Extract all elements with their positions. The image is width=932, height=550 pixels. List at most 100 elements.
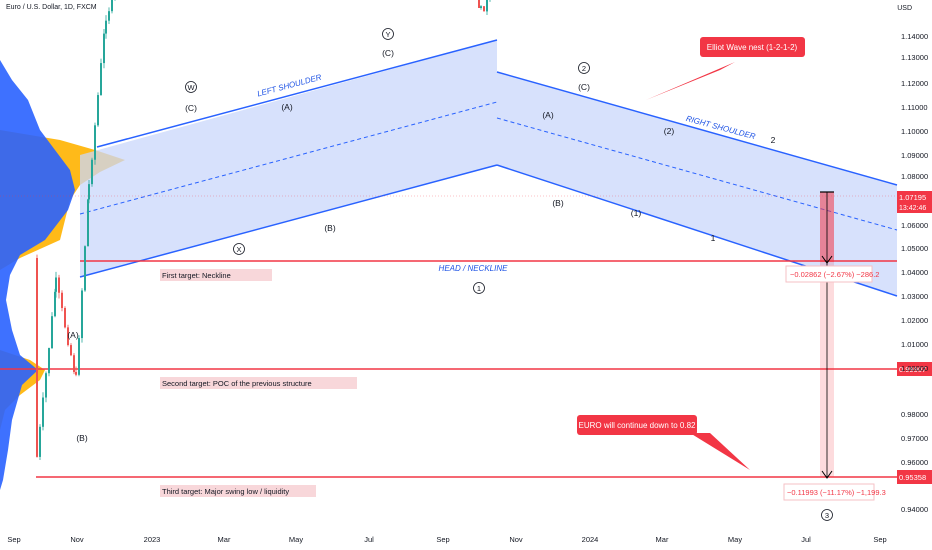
measure-label-1: −0.02862 (−2.67%) −286.2 (790, 270, 879, 279)
candle-body (78, 338, 80, 375)
target-label-bg (160, 485, 316, 497)
y-tick-label: 1.09000 (901, 151, 928, 160)
y-tick-label: 1.10000 (901, 127, 928, 136)
target-label-bg (160, 269, 272, 281)
y-tick-label: 1.02000 (901, 316, 928, 325)
candle-body (58, 277, 60, 293)
candle-body (91, 159, 93, 185)
y-tick-label: 1.13000 (901, 53, 928, 62)
y-tick-label: 1.03000 (901, 292, 928, 301)
wave-label: (C) (578, 82, 590, 92)
current-time-tag: 13:42:46 (899, 205, 926, 212)
candle-body (103, 33, 105, 64)
candle-body (105, 20, 107, 34)
target-label: First target: Neckline (162, 271, 231, 280)
wave-circle-icon (821, 509, 833, 521)
candle-body (39, 426, 41, 457)
candle-body (45, 373, 47, 398)
x-tick-label: Nov (70, 535, 84, 544)
candle-body (81, 290, 83, 339)
candle-body (67, 327, 69, 346)
measure-label-1-bg (785, 265, 873, 283)
measure-label-2-bg (783, 483, 875, 501)
x-tick-label: Sep (873, 535, 886, 544)
wave-label: (1) (631, 208, 642, 218)
x-tick-label: 2023 (144, 535, 161, 544)
wave-label-circled: X (236, 245, 241, 254)
wave-label: (B) (324, 223, 336, 233)
candle-body (75, 372, 77, 375)
candle-body (478, 0, 480, 9)
callout-2-text: EURO will continue down to 0.82 (579, 421, 697, 430)
wave-label: (2) (664, 126, 675, 136)
left-lower-line (79, 164, 498, 278)
candle-body (42, 397, 44, 427)
wave-label: (A) (281, 102, 293, 112)
shape-label: HEAD / NECKLINE (439, 264, 509, 273)
wave-label: (A) (67, 330, 79, 340)
target-label: Third target: Major swing low / liquidit… (162, 487, 289, 496)
volume-profile (0, 60, 125, 490)
x-tick-label: Mar (656, 535, 669, 544)
wave-label-circled: Y (385, 30, 390, 39)
x-tick-label: May (289, 535, 303, 544)
y-tick-label: 1.11000 (901, 103, 928, 112)
candle-body (108, 11, 110, 21)
measure-tools: −0.02862 (−2.67%) −286.2 −0.11993 (−11.17… (783, 191, 886, 501)
right-channel-fill (497, 72, 897, 296)
candle-body (87, 199, 89, 247)
wave-label-circled: 3 (825, 511, 829, 520)
y-tick-label: 0.94000 (901, 505, 928, 514)
candle-body (94, 125, 96, 160)
left-upper-line (96, 39, 498, 148)
poc-price-tag-bg (897, 362, 932, 376)
currency-label: USD (897, 5, 912, 12)
current-price-tag: 1.07195 (899, 193, 926, 202)
candle-body (64, 307, 66, 328)
time-axis: Sep Nov 2023 Mar May Jul Sep Nov 2024 Mar May Jul Se… (7, 535, 886, 544)
measure-arrow-1 (821, 255, 833, 264)
swing-low-price-tag: 0.95358 (899, 473, 926, 482)
measure-label-2: −0.11993 (−11.17%) −1,199.3 (787, 488, 886, 497)
target-label-bg (160, 377, 357, 389)
swing-low-price-tag-bg (897, 470, 932, 484)
candle-body (486, 0, 488, 12)
candle-body (36, 258, 38, 457)
y-tick-label: 1.12000 (901, 79, 928, 88)
candle-body (483, 6, 485, 12)
candle-body (88, 184, 90, 200)
target-levels: 0.99907 0.95358 1.07195 13:42:46 (0, 191, 932, 484)
callout-1-pointer (646, 62, 735, 100)
volume-profile-shape (0, 60, 75, 490)
x-tick-label: Sep (7, 535, 20, 544)
candle-body (51, 316, 53, 349)
price-axis: 1.14000 1.13000 1.12000 1.11000 1.10000 1.090… (901, 32, 928, 514)
y-tick-label: 1.01000 (901, 340, 928, 349)
wave-label: (C) (185, 103, 197, 113)
wave-label-circled: 1 (477, 284, 481, 293)
y-tick-label: 1.04000 (901, 268, 928, 277)
candle-body (54, 291, 56, 317)
wave-circle-icon (473, 282, 485, 294)
channel-fills (80, 40, 897, 296)
candle-body (100, 63, 102, 96)
x-tick-label: Nov (509, 535, 523, 544)
x-tick-label: May (728, 535, 742, 544)
wave-circle-icon (578, 62, 590, 74)
wave-label: (C) (382, 48, 394, 58)
callout-1-text: Elliot Wave nest (1-2-1-2) (707, 43, 798, 52)
target-label: Second target: POC of the previous struc… (162, 379, 312, 388)
x-tick-label: Sep (436, 535, 449, 544)
x-tick-label: Jul (801, 535, 811, 544)
callout-2-pointer (690, 433, 750, 470)
y-tick-label: 0.98000 (901, 410, 928, 419)
candle-body (55, 277, 57, 292)
wave-label-circled: 2 (582, 64, 586, 73)
x-tick-label: Jul (364, 535, 374, 544)
callout-2-bg (577, 415, 697, 435)
y-tick-label: 0.96000 (901, 458, 928, 467)
wave-circle-icon (233, 243, 245, 255)
wave-label-circled: W (187, 83, 195, 92)
wave-circle-icon (382, 28, 394, 40)
